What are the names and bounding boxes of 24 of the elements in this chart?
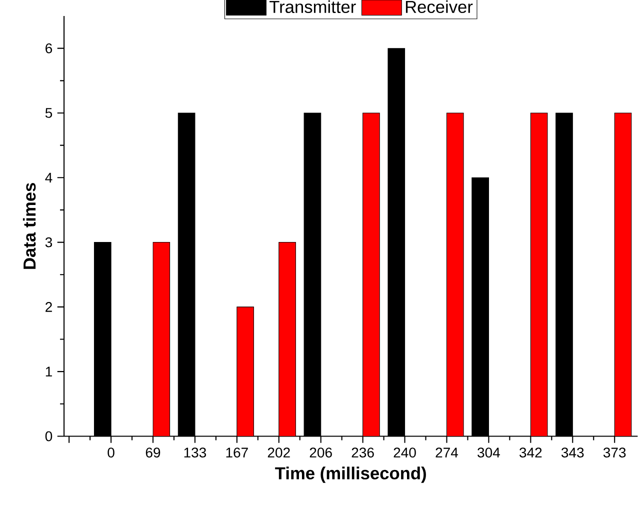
x-axis-title: Time (millisecond) (275, 466, 426, 483)
y-tick-label: 1 (46, 366, 52, 376)
y-tick-label: 4 (45, 172, 52, 182)
x-tick-label: 206 (310, 448, 332, 458)
x-tick-label: 202 (268, 448, 290, 458)
x-tick-label: 274 (436, 448, 458, 458)
legend-label: Receiver (406, 0, 473, 14)
x-tick-label: 167 (226, 448, 248, 458)
x-tick-label: 133 (184, 448, 206, 458)
y-tick-label: 6 (46, 43, 52, 54)
x-tick-label: 236 (352, 448, 374, 458)
y-tick-label: 5 (45, 108, 52, 118)
x-tick-label: 304 (478, 448, 500, 458)
x-tick-label: 343 (561, 448, 584, 458)
y-tick-label: 0 (45, 431, 52, 442)
y-tick-label: 2 (46, 302, 52, 312)
x-tick-label: 342 (520, 448, 542, 458)
x-tick-label: 69 (146, 448, 160, 458)
legend-label: Transmitter (270, 0, 356, 14)
y-tick-label: 3 (45, 237, 52, 248)
x-tick-label: 0 (108, 448, 114, 458)
y-axis-title: Data times (22, 183, 36, 269)
x-tick-label: 240 (394, 448, 416, 458)
x-tick-label: 373 (603, 448, 626, 458)
